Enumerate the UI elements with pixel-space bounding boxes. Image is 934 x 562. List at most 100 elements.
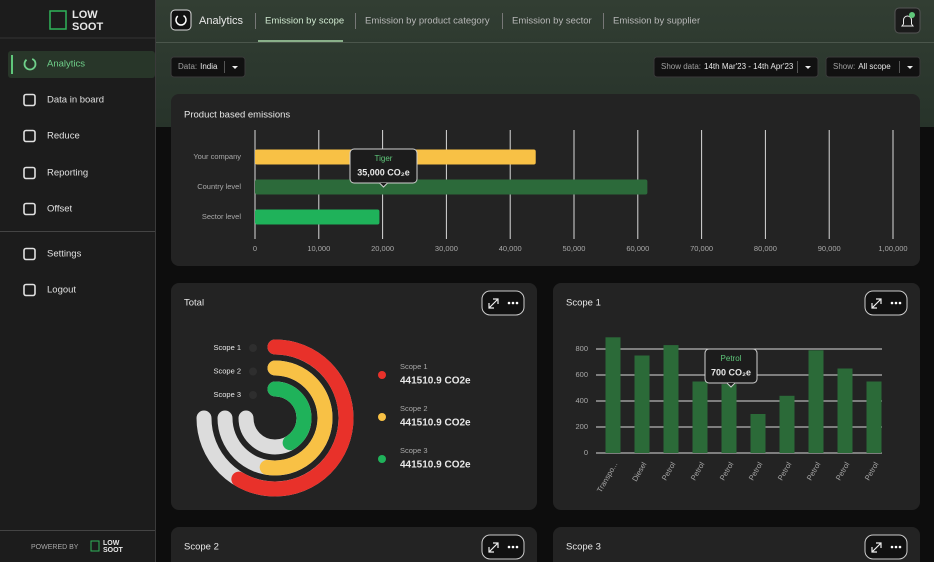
- filter-text: Show: All scope: [833, 62, 891, 71]
- expand-icon[interactable]: [488, 298, 499, 309]
- legend-label: Scope 2: [400, 404, 428, 413]
- expand-icon[interactable]: [488, 542, 499, 553]
- y-tick-label: Your company: [193, 152, 241, 161]
- card-actions[interactable]: [481, 534, 525, 560]
- tooltip-value: 700 CO₂e: [711, 367, 751, 377]
- filter-dropdown[interactable]: [825, 56, 921, 78]
- dropdown-arrow: [805, 66, 811, 69]
- sidebar: [0, 0, 155, 562]
- more-dot[interactable]: [515, 301, 519, 305]
- menu-item[interactable]: Offset: [47, 204, 73, 215]
- card-title: Product based emissions: [184, 110, 290, 121]
- card-title: Scope 3: [566, 542, 601, 553]
- topbar-title: Analytics: [199, 15, 244, 27]
- logo-text: LOW: [103, 540, 120, 547]
- analytics-icon: [170, 9, 192, 31]
- menu-item[interactable]: Analytics: [47, 59, 85, 70]
- menu-item[interactable]: Data in board: [47, 95, 104, 106]
- y-tick-label: 800: [575, 344, 588, 353]
- card-actions[interactable]: [864, 534, 908, 560]
- bar: [808, 350, 824, 453]
- filter-dropdown[interactable]: [653, 56, 819, 78]
- filter-text: Data: India: [178, 62, 218, 71]
- menu-icon: [23, 283, 36, 297]
- y-tick-label: 200: [575, 422, 588, 431]
- x-tick-label: 50,000: [563, 244, 586, 253]
- active-indicator: [11, 55, 13, 74]
- legend-value: 441510.9 CO2e: [400, 460, 471, 471]
- more-dot[interactable]: [890, 545, 894, 549]
- ring-label: Scope 3: [213, 390, 241, 399]
- menu: Analytics Data in board Reduce Reporting Off…: [23, 57, 104, 297]
- powered-by: POWERED BY: [31, 544, 79, 551]
- more-dot[interactable]: [894, 545, 898, 549]
- radial-bar: [231, 339, 354, 497]
- bar: [663, 345, 679, 453]
- x-tick-label: 80,000: [754, 244, 777, 253]
- menu-item[interactable]: Reduce: [47, 131, 80, 142]
- logo-icon: [49, 10, 67, 30]
- radial-bar: [259, 360, 333, 476]
- more-dot[interactable]: [511, 545, 515, 549]
- y-tick-label: 400: [575, 396, 588, 405]
- more-dot[interactable]: [507, 545, 511, 549]
- radial-bar: [267, 381, 312, 451]
- legend-label: Scope 3: [400, 446, 428, 455]
- logo-icon: [90, 540, 100, 552]
- x-tick-label: 1,00,000: [878, 244, 907, 253]
- card: [171, 283, 537, 510]
- more-dot[interactable]: [890, 301, 894, 305]
- bar: [866, 381, 882, 453]
- menu-icon: [23, 129, 36, 143]
- more-dot[interactable]: [894, 301, 898, 305]
- y-tick-label: 0: [584, 448, 588, 457]
- ring-marker: [249, 344, 257, 352]
- menu-item[interactable]: Settings: [47, 249, 82, 260]
- bar: [837, 368, 853, 453]
- more-dot[interactable]: [898, 301, 902, 305]
- menu-item[interactable]: Reporting: [47, 168, 88, 179]
- menu-item[interactable]: Logout: [47, 285, 76, 296]
- legend-swatch: [378, 371, 386, 379]
- legend-label: Scope 1: [400, 362, 428, 371]
- bar: [692, 381, 708, 453]
- card-actions[interactable]: [864, 290, 908, 316]
- more-dot[interactable]: [898, 545, 902, 549]
- menu-icon: [23, 93, 36, 107]
- more-dot[interactable]: [507, 301, 511, 305]
- expand-icon[interactable]: [871, 542, 882, 553]
- filter-dropdown[interactable]: [170, 56, 246, 78]
- more-dot[interactable]: [515, 545, 519, 549]
- tab[interactable]: Emission by scope: [265, 16, 344, 27]
- bar: [721, 384, 737, 453]
- tab[interactable]: Emission by supplier: [613, 16, 700, 27]
- more-dot[interactable]: [511, 301, 515, 305]
- legend-value: 441510.9 CO2e: [400, 376, 471, 387]
- y-tick-label: Country level: [197, 182, 241, 191]
- card: [171, 527, 537, 562]
- card-title: Scope 2: [184, 542, 219, 553]
- x-tick-label: 60,000: [626, 244, 649, 253]
- logo-text: LOW: [72, 9, 98, 21]
- tab[interactable]: Emission by product category: [365, 16, 490, 27]
- x-tick-label: 70,000: [690, 244, 713, 253]
- expand-icon[interactable]: [871, 298, 882, 309]
- filter-label: Show data:: [661, 62, 701, 71]
- tabs: Emission by scope Emission by product cat…: [255, 13, 700, 42]
- filters: Data: India Show data: 14th Mar'23 - 14th A…: [170, 56, 921, 78]
- charts: Product based emissions 0 10,000 20,000 30,0…: [184, 110, 908, 560]
- bar: [255, 179, 648, 195]
- menu-icon: [23, 202, 36, 216]
- filter-label: Data:: [178, 62, 197, 71]
- tooltip-title: Petrol: [721, 354, 742, 363]
- bar: [634, 355, 650, 453]
- card-actions[interactable]: [481, 290, 525, 316]
- legend-swatch: [378, 455, 386, 463]
- notifications[interactable]: [894, 7, 921, 34]
- tab[interactable]: Emission by sector: [512, 16, 592, 27]
- filter-value: All scope: [858, 62, 891, 71]
- legend-value: 441510.9 CO2e: [400, 418, 471, 429]
- y-tick-label: Sector level: [202, 212, 242, 221]
- bar: [605, 337, 621, 453]
- menu-icon: [23, 166, 36, 180]
